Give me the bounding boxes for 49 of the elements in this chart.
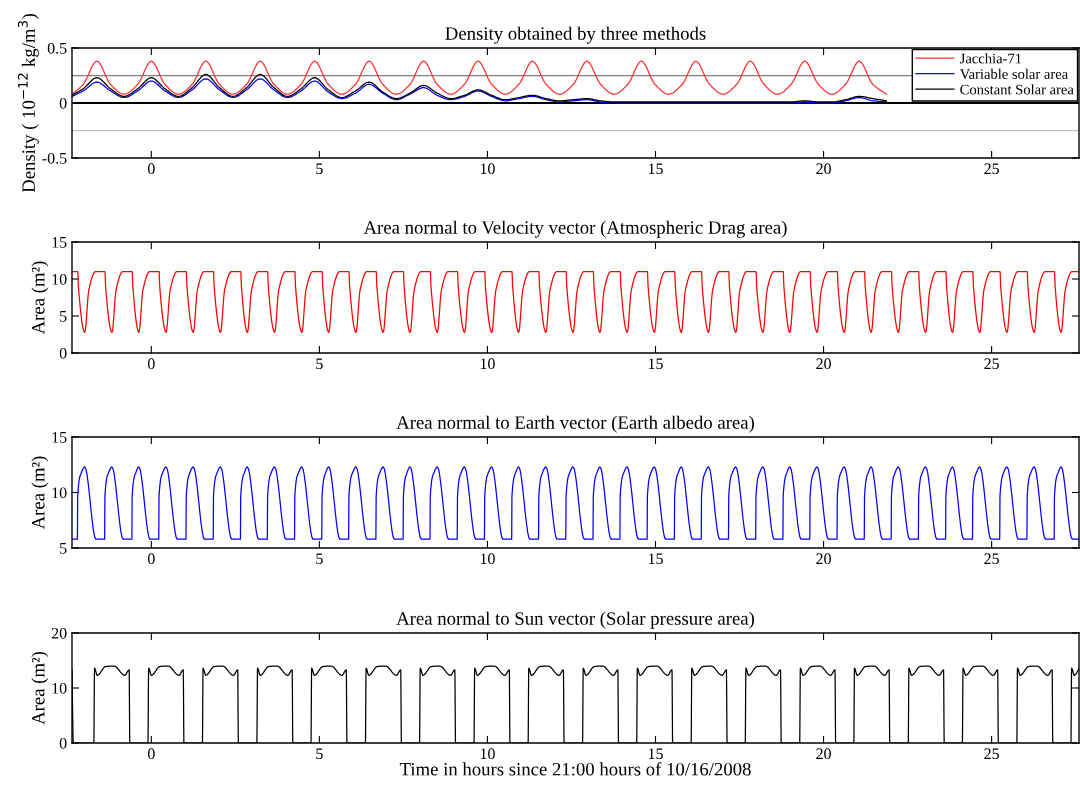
x-tick-label: 0 [147, 358, 155, 370]
y-tick-label: 10 [52, 273, 67, 285]
x-tick-label: 25 [984, 553, 999, 565]
x-tick-label: 25 [984, 358, 999, 370]
y-tick-label: 5 [60, 311, 67, 322]
y-axis-title: Area (m²) [31, 456, 49, 530]
x-tick-label: 20 [816, 553, 831, 565]
x-tick-label: 0 [147, 163, 155, 175]
y-tick-label: 10 [52, 487, 67, 499]
x-tick-label: 10 [480, 163, 495, 175]
x-tick-label: 10 [480, 748, 495, 760]
x-tick-label: 5 [316, 358, 323, 370]
chart-title: Density obtained by three methods [445, 26, 706, 44]
x-tick-label: 15 [648, 163, 663, 175]
y-tick-label: 10 [52, 682, 67, 694]
chart-title: Area normal to Velocity vector (Atmospheric Drag area) [363, 220, 787, 238]
x-tick-label: 5 [316, 163, 323, 175]
chart-title: Area normal to Earth vector (Earth albedo area) [396, 415, 755, 433]
x-tick-label: 10 [480, 553, 495, 565]
x-tick-label: 25 [984, 748, 999, 760]
x-tick-label: 20 [816, 748, 831, 760]
y-tick-label: 0 [59, 347, 67, 359]
y-axis-title: Area (m²) [31, 651, 49, 725]
x-tick-label: 0 [147, 553, 155, 565]
x-axis-title: Time in hours since 21:00 hours of 10/16/2008 [399, 762, 751, 776]
x-tick-label: 20 [816, 358, 831, 370]
legend-label: Jacchia-71 [960, 53, 1022, 64]
x-tick-label: 15 [648, 553, 663, 565]
y-tick-label: 0 [59, 97, 67, 109]
y-tick-label: 20 [51, 627, 67, 639]
x-tick-label: 15 [648, 358, 663, 370]
y-tick-label: 15 [52, 432, 67, 443]
y-tick-label: 0.5 [47, 42, 67, 54]
y-tick-label: 0 [59, 737, 67, 749]
y-tick-label: 15 [52, 237, 67, 248]
y-tick-label: -0.5 [42, 152, 67, 164]
legend-label: Constant Solar area [960, 84, 1074, 95]
chart-title: Area normal to Sun vector (Solar pressure area) [396, 611, 755, 629]
x-tick-label: 10 [480, 358, 495, 370]
y-axis-title: Density ( 10$^{−12}$ kg/m$^{3}$) [17, 14, 39, 193]
x-tick-label: 20 [816, 163, 831, 175]
x-tick-label: 5 [316, 553, 323, 565]
x-tick-label: 0 [147, 748, 155, 760]
legend-label: Variable solar area [959, 68, 1068, 80]
x-tick-label: 25 [984, 163, 999, 175]
x-tick-label: 5 [316, 748, 323, 760]
y-axis-title: Area (m²) [31, 261, 49, 335]
x-tick-label: 15 [648, 748, 663, 760]
y-tick-label: 5 [60, 543, 67, 554]
